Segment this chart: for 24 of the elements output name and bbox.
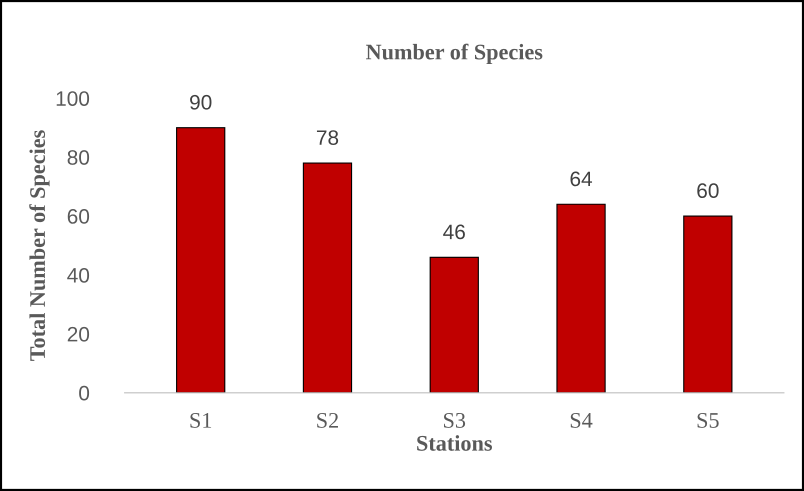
x-tick-label: S1 [190, 412, 212, 428]
bar [683, 215, 732, 393]
y-tick-label: 60 [68, 209, 90, 224]
data-label: 78 [316, 130, 338, 146]
data-label: 60 [697, 183, 719, 198]
bar [556, 204, 606, 393]
data-label: 64 [570, 171, 592, 186]
y-tick-label: 0 [79, 386, 90, 401]
bar [176, 127, 226, 393]
y-tick-label: 80 [68, 150, 90, 165]
x-axis-title: Stations [417, 435, 492, 451]
y-tick-label: 100 [56, 91, 90, 106]
x-tick-label: S2 [317, 412, 338, 428]
y-tick-label: 20 [68, 326, 90, 342]
bar [430, 256, 479, 393]
data-label: 90 [190, 94, 212, 110]
y-tick-label: 40 [67, 268, 90, 283]
chart-title: Number of Species [366, 44, 542, 64]
data-label: 46 [443, 224, 465, 240]
x-tick-label: S3 [444, 412, 466, 428]
bar [302, 162, 352, 393]
x-tick-label: S4 [570, 412, 592, 428]
y-axis-title: Total Number of Species [29, 130, 50, 361]
x-tick-label: S5 [698, 412, 719, 428]
